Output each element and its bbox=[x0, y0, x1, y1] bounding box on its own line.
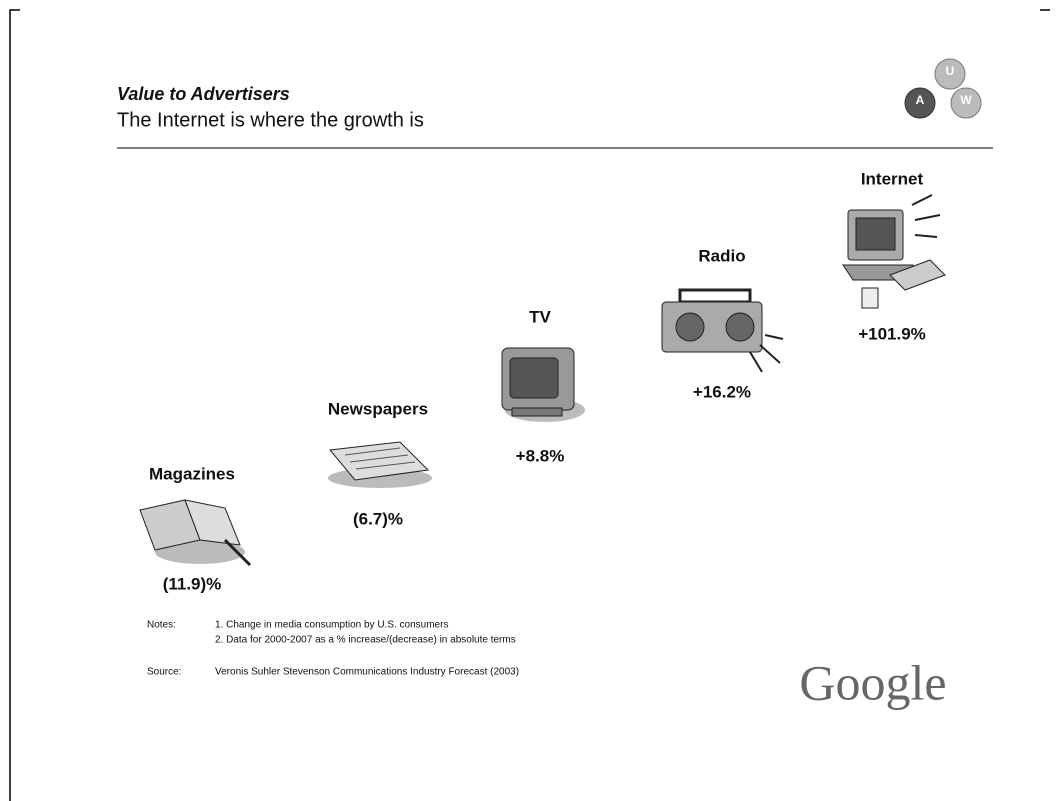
source-text: Veronis Suhler Stevenson Communications … bbox=[215, 667, 519, 678]
tv-icon bbox=[501, 347, 585, 422]
item-change: +101.9% bbox=[858, 324, 926, 343]
item-label: Newspapers bbox=[328, 399, 428, 418]
badge: U A W bbox=[904, 58, 982, 119]
title: Value to Advertisers bbox=[117, 84, 290, 104]
item-label: TV bbox=[529, 307, 551, 326]
badge-letter: U bbox=[946, 64, 955, 78]
item-label: Magazines bbox=[149, 464, 235, 483]
note-line: 2. Data for 2000-2007 as a % increase/(d… bbox=[215, 635, 516, 646]
badge-letter: A bbox=[916, 93, 925, 107]
note-line: 1. Change in media consumption by U.S. c… bbox=[215, 620, 448, 631]
items: Magazines (11.9)% Newspapers (6.7)% TV +8.8% R… bbox=[149, 169, 926, 593]
item-change: (11.9)% bbox=[163, 574, 222, 593]
frame bbox=[9, 9, 20, 801]
internet-icon bbox=[842, 194, 946, 309]
item-label: Internet bbox=[861, 169, 924, 188]
notes-label: Notes: bbox=[147, 620, 176, 631]
subtitle: The Internet is where the growth is bbox=[117, 109, 424, 131]
item-change: (6.7)% bbox=[353, 509, 403, 528]
item-change: +16.2% bbox=[693, 382, 751, 401]
source-label: Source: bbox=[147, 667, 181, 678]
badge-letter: W bbox=[960, 93, 972, 107]
radio-icon bbox=[661, 288, 784, 373]
item-change: +8.8% bbox=[516, 446, 565, 465]
brand-logo: Google bbox=[799, 654, 946, 710]
magazines-icon bbox=[139, 499, 252, 567]
newspapers-icon bbox=[328, 441, 432, 488]
item-label: Radio bbox=[698, 246, 745, 265]
